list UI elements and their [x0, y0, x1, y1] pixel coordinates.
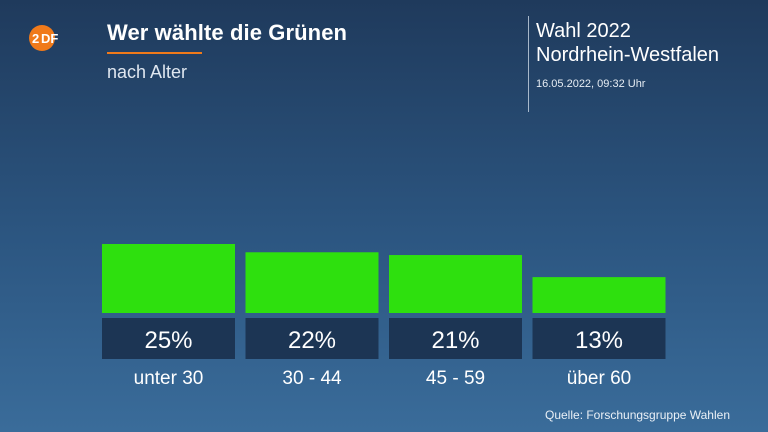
title-underline [107, 52, 202, 54]
timestamp: 16.05.2022, 09:32 Uhr [536, 78, 646, 90]
chart-title: Wer wählte die Grünen [107, 20, 348, 45]
bar-2 [245, 252, 379, 313]
value-label-3: 21% [431, 327, 479, 354]
category-label-2: 30 - 44 [282, 368, 342, 389]
value-label-4: 13% [575, 327, 623, 354]
bar-3 [389, 255, 522, 313]
zdf-logo: 2 DF [29, 25, 58, 51]
header-divider [528, 16, 529, 112]
source-note: Quelle: Forschungsgruppe Wahlen [545, 408, 730, 422]
chart-subtitle: nach Alter [107, 62, 188, 82]
value-label-1: 25% [144, 327, 192, 354]
category-label-3: 45 - 59 [426, 368, 485, 389]
bar-4 [532, 277, 666, 313]
election-region: Nordrhein-Westfalen [536, 44, 720, 66]
value-label-2: 22% [288, 327, 336, 354]
svg-text:2: 2 [32, 31, 39, 46]
value-label-box-3 [389, 318, 522, 359]
election-name: Wahl 2022 [536, 20, 631, 42]
svg-text:DF: DF [41, 31, 58, 46]
value-label-box-2 [245, 318, 379, 359]
bar-1 [102, 244, 235, 313]
category-label-1: unter 30 [134, 368, 204, 389]
value-label-box-4 [532, 318, 666, 359]
value-label-box-1 [102, 318, 235, 359]
category-label-4: über 60 [567, 368, 631, 389]
